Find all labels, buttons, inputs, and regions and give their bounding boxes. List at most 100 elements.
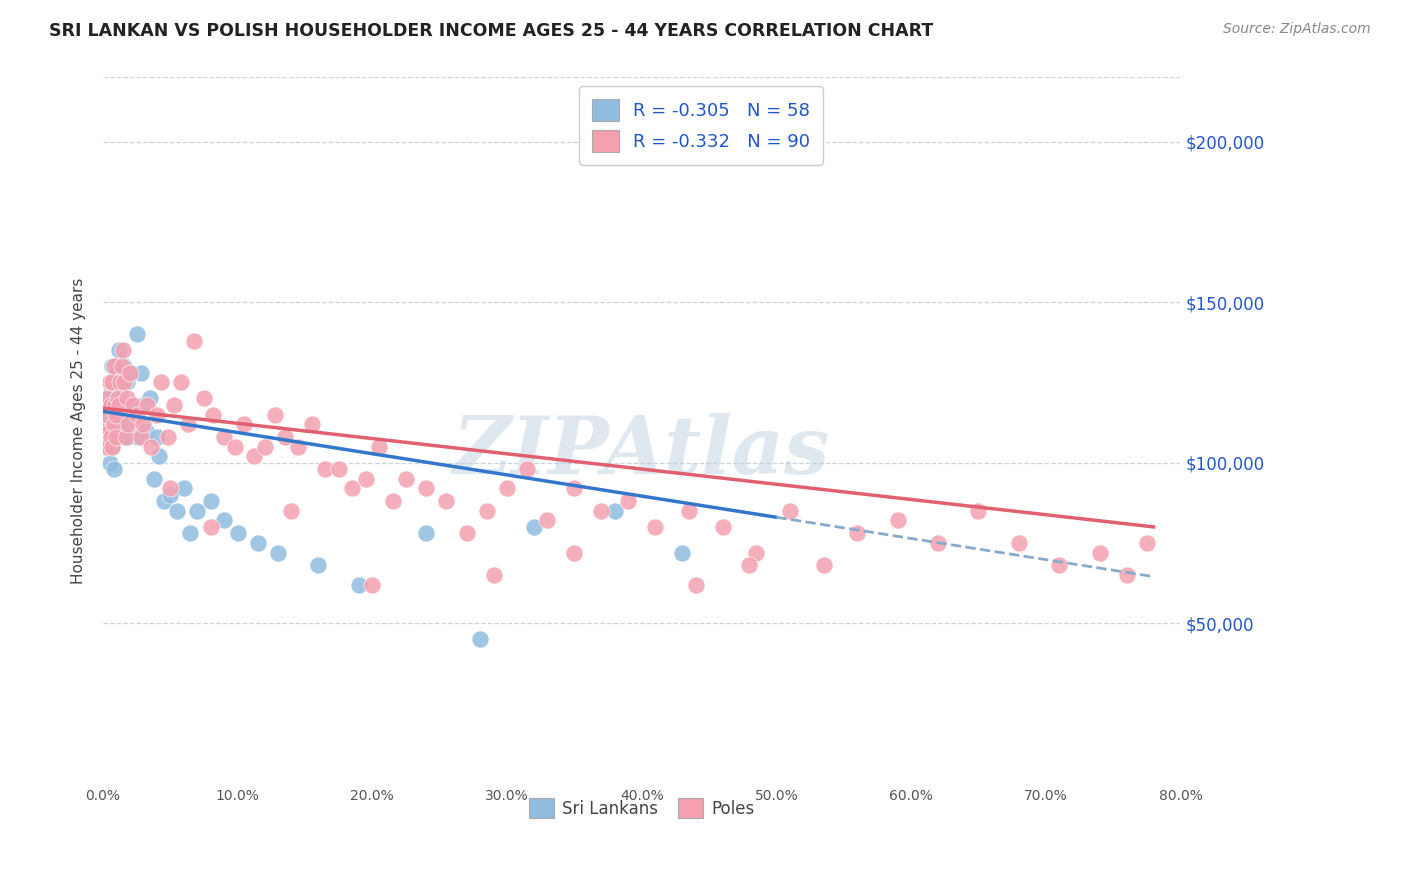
Point bbox=[94, 430, 117, 444]
Point bbox=[149, 376, 172, 390]
Point bbox=[96, 440, 118, 454]
Point bbox=[117, 417, 139, 432]
Point bbox=[340, 482, 363, 496]
Point bbox=[112, 398, 135, 412]
Point bbox=[354, 472, 377, 486]
Point bbox=[101, 359, 124, 374]
Point bbox=[103, 417, 125, 432]
Point bbox=[132, 417, 155, 432]
Point bbox=[314, 462, 336, 476]
Point bbox=[101, 376, 124, 390]
Point bbox=[745, 545, 768, 559]
Point bbox=[103, 359, 125, 374]
Point bbox=[253, 440, 276, 454]
Point bbox=[114, 359, 136, 374]
Point bbox=[280, 504, 302, 518]
Point bbox=[159, 482, 181, 496]
Point bbox=[98, 424, 121, 438]
Point bbox=[159, 488, 181, 502]
Point bbox=[100, 385, 122, 400]
Point bbox=[96, 408, 118, 422]
Point bbox=[242, 450, 264, 464]
Point bbox=[129, 366, 152, 380]
Point bbox=[114, 430, 136, 444]
Point bbox=[671, 545, 693, 559]
Point bbox=[617, 494, 640, 508]
Point bbox=[274, 430, 297, 444]
Point bbox=[779, 504, 801, 518]
Point bbox=[127, 430, 149, 444]
Point bbox=[100, 398, 122, 412]
Point bbox=[105, 430, 128, 444]
Point bbox=[156, 430, 179, 444]
Point bbox=[456, 526, 478, 541]
Point bbox=[482, 568, 505, 582]
Point bbox=[94, 430, 117, 444]
Point bbox=[125, 327, 148, 342]
Point bbox=[101, 440, 124, 454]
Point bbox=[105, 366, 128, 380]
Point bbox=[516, 462, 538, 476]
Point bbox=[107, 392, 129, 406]
Point bbox=[96, 392, 118, 406]
Point bbox=[475, 504, 498, 518]
Point bbox=[103, 398, 125, 412]
Text: ZIPAtlas: ZIPAtlas bbox=[453, 413, 831, 491]
Point bbox=[328, 462, 350, 476]
Point bbox=[97, 392, 120, 406]
Point bbox=[108, 430, 131, 444]
Point bbox=[114, 376, 136, 390]
Point bbox=[415, 526, 437, 541]
Point bbox=[361, 577, 384, 591]
Text: Source: ZipAtlas.com: Source: ZipAtlas.com bbox=[1223, 22, 1371, 37]
Point bbox=[152, 494, 174, 508]
Point bbox=[170, 376, 193, 390]
Point bbox=[98, 424, 121, 438]
Point bbox=[685, 577, 707, 591]
Point bbox=[94, 424, 117, 438]
Point bbox=[179, 526, 201, 541]
Point bbox=[118, 366, 141, 380]
Point bbox=[121, 398, 143, 412]
Point bbox=[267, 545, 290, 559]
Point bbox=[97, 398, 120, 412]
Point bbox=[287, 440, 309, 454]
Point bbox=[886, 513, 908, 527]
Point bbox=[110, 385, 132, 400]
Point bbox=[96, 440, 118, 454]
Point bbox=[129, 430, 152, 444]
Point bbox=[132, 398, 155, 412]
Point bbox=[226, 526, 249, 541]
Point bbox=[93, 424, 115, 438]
Point bbox=[97, 417, 120, 432]
Point bbox=[146, 408, 169, 422]
Point bbox=[98, 376, 121, 390]
Point bbox=[136, 398, 159, 412]
Point bbox=[100, 430, 122, 444]
Point bbox=[434, 494, 457, 508]
Point bbox=[678, 504, 700, 518]
Point bbox=[105, 408, 128, 422]
Point bbox=[264, 408, 287, 422]
Point bbox=[177, 417, 200, 432]
Point bbox=[163, 398, 186, 412]
Point bbox=[1115, 568, 1137, 582]
Point bbox=[562, 482, 585, 496]
Point bbox=[115, 376, 138, 390]
Point bbox=[202, 408, 225, 422]
Point bbox=[523, 520, 546, 534]
Point bbox=[1008, 536, 1031, 550]
Point bbox=[415, 482, 437, 496]
Point bbox=[301, 417, 323, 432]
Point bbox=[110, 376, 132, 390]
Point bbox=[146, 430, 169, 444]
Point bbox=[368, 440, 391, 454]
Point bbox=[104, 408, 127, 422]
Point bbox=[108, 398, 131, 412]
Point bbox=[117, 430, 139, 444]
Point bbox=[101, 440, 124, 454]
Point bbox=[381, 494, 404, 508]
Point bbox=[644, 520, 666, 534]
Point bbox=[112, 343, 135, 358]
Point bbox=[173, 482, 195, 496]
